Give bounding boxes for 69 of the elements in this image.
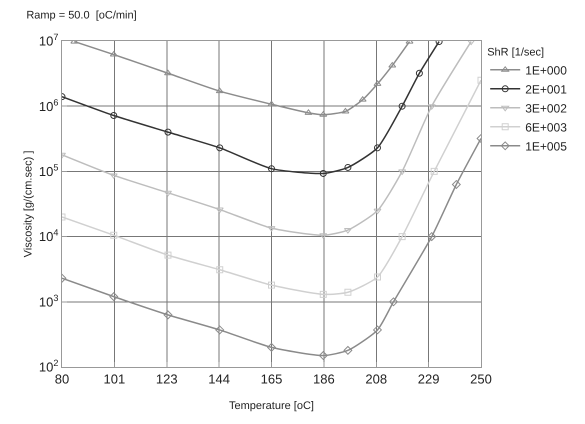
point [452,180,461,189]
point [373,326,382,334]
point [374,274,381,281]
point [320,170,327,177]
legend-label: 3E+002 [525,101,568,116]
y-tick-label: 10$^{7}$ [38,32,58,49]
point [416,70,423,77]
point [318,351,328,360]
y-tick-label: 10$^{6}$ [38,97,58,114]
point [268,226,276,232]
point [428,104,436,110]
point [110,51,118,57]
point [341,108,350,114]
legend-title: ShR [1/sec] [487,46,544,58]
point [398,233,406,240]
point [268,282,275,289]
point [216,144,224,152]
y-tick-label: 10$^{3}$ [38,292,58,310]
point [320,290,327,298]
x-tick-label: 186 [313,372,335,387]
legend-label: 2E+001 [525,82,568,96]
point [110,112,118,119]
y-axis-title: Viscosity [g/(cm.sec) ] [22,150,35,258]
legend-label: 1E+005 [525,139,568,154]
point [110,173,118,179]
point [430,168,438,175]
x-axis-title: Temperature [oC] [229,400,314,412]
point [268,165,275,172]
point [319,233,328,239]
point [374,80,382,86]
point [344,288,352,296]
point [398,102,406,110]
point [358,96,367,102]
legend-label: 1E+000 [525,63,568,78]
point [398,169,406,175]
point [216,208,224,214]
point [268,100,276,106]
point [267,342,276,352]
point [344,346,352,355]
chart-title: Ramp = 50.0 [oC/min] [26,9,137,22]
x-tick-label: 165 [260,372,282,387]
x-tick-label: 123 [156,372,178,387]
point [344,228,352,234]
point [164,128,172,136]
point [164,70,172,76]
point [374,144,381,152]
point [216,266,224,274]
x-tick-label: 101 [104,372,126,387]
x-tick-label: 144 [208,372,230,387]
point [374,208,382,214]
x-tick-label: 229 [418,372,440,387]
point [216,88,224,94]
point [319,111,328,117]
x-tick-label: 208 [365,372,388,387]
point [215,326,224,334]
x-tick-label: 250 [470,372,492,387]
y-tick-label: 10$^{4}$ [38,228,58,244]
point [427,232,436,241]
point [110,232,118,239]
point [389,297,398,306]
point [164,310,172,320]
legend-label: 6E+003 [525,120,568,134]
point [344,164,352,171]
point [164,190,172,196]
point [164,252,172,259]
point [304,109,312,115]
y-tick-label: 10$^{5}$ [38,162,58,179]
point [109,292,118,302]
point [388,62,396,68]
